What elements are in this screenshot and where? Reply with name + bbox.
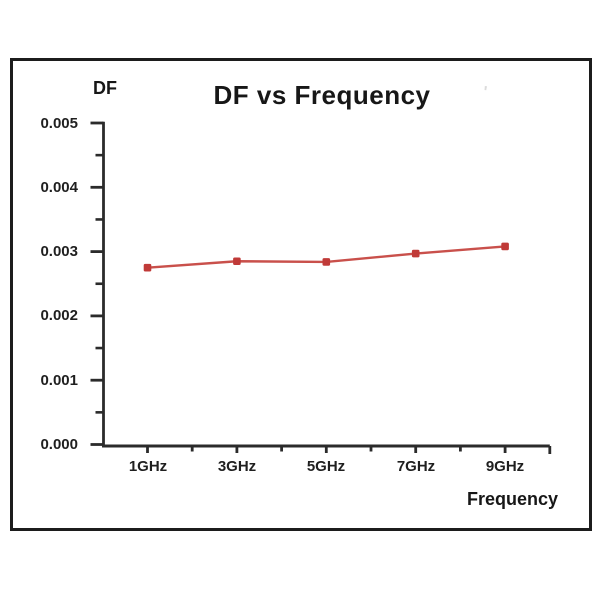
x-axis-title: Frequency <box>466 489 558 509</box>
x-tick-label-7ghz: 7GHz <box>396 458 436 475</box>
x-tick-label-1ghz: 1GHz <box>128 458 168 475</box>
y-tick-label-0002: 0.002 <box>40 307 78 324</box>
x-tick-label-5ghz: 5GHz <box>306 458 346 475</box>
y-tick-label-0005: 0.005 <box>40 115 78 132</box>
chart-title: DF vs Frequency <box>213 80 431 110</box>
data-point-marker-5GHz <box>322 258 331 266</box>
x-tick-label-3ghz: 3GHz <box>217 458 257 475</box>
y-axis-title: DF <box>93 78 117 98</box>
chart-frame <box>10 58 592 531</box>
data-point-marker-3GHz <box>233 257 241 266</box>
data-point-marker-1GHz <box>143 263 152 272</box>
x-tick-label-9ghz: 9GHz <box>485 458 525 475</box>
data-point-marker-7GHz <box>411 249 420 258</box>
data-point-marker-9GHz <box>501 242 509 251</box>
y-tick-label-0000: 0.000 <box>40 436 78 453</box>
y-tick-label-0004: 0.004 <box>40 179 78 196</box>
y-tick-label-0003: 0.003 <box>40 243 78 260</box>
y-tick-label-0001: 0.001 <box>40 372 78 389</box>
